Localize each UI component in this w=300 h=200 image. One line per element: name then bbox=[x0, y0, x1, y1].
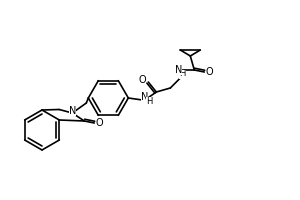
Text: N: N bbox=[69, 106, 76, 116]
Text: O: O bbox=[139, 75, 146, 85]
Text: O: O bbox=[206, 67, 213, 77]
Text: H: H bbox=[146, 97, 152, 106]
Text: N: N bbox=[141, 92, 148, 102]
Text: O: O bbox=[95, 118, 103, 128]
Text: N: N bbox=[175, 65, 182, 75]
Text: H: H bbox=[179, 70, 185, 78]
